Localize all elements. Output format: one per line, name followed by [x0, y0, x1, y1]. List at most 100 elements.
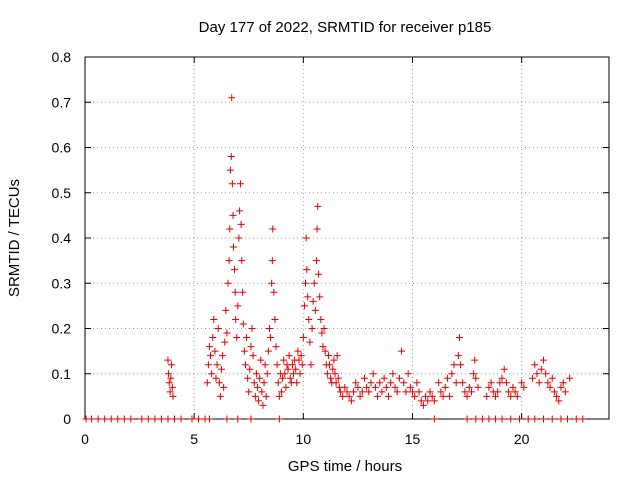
data-point	[177, 415, 185, 423]
x-axis-title: GPS time / hours	[288, 458, 402, 475]
data-point	[247, 343, 255, 351]
data-point	[430, 415, 438, 423]
data-point	[331, 370, 339, 378]
data-point	[281, 370, 289, 378]
data-point	[226, 166, 234, 174]
data-point	[320, 325, 328, 332]
data-point	[306, 338, 314, 346]
data-point	[356, 392, 364, 400]
data-point	[553, 392, 561, 400]
data-point	[457, 361, 465, 369]
data-point	[430, 397, 438, 405]
data-point	[255, 397, 263, 405]
data-point	[459, 379, 467, 387]
data-point	[240, 347, 248, 355]
data-point	[380, 374, 388, 382]
data-point	[232, 315, 240, 323]
data-point	[324, 352, 332, 360]
data-point	[389, 370, 397, 378]
data-point	[395, 374, 403, 382]
y-tick-label: 0.2	[52, 321, 72, 337]
data-point	[404, 370, 412, 378]
data-point	[474, 383, 482, 391]
data-point	[326, 361, 334, 369]
data-point	[350, 388, 358, 396]
data-series	[82, 94, 587, 423]
data-point	[235, 234, 243, 242]
data-point	[542, 370, 550, 378]
data-point	[461, 388, 469, 396]
data-point	[127, 415, 135, 423]
data-point	[471, 356, 479, 364]
axes: 0 0.1 0.2 0.3 0.4 0.5 0.6 0.7 0.8 0 5 10 15 20	[52, 49, 609, 447]
data-point	[491, 415, 499, 423]
data-point	[302, 234, 310, 242]
data-point	[518, 379, 526, 387]
data-point	[279, 374, 287, 382]
data-point	[304, 293, 312, 301]
data-point	[531, 415, 539, 423]
data-point	[228, 94, 236, 102]
data-point	[107, 415, 115, 423]
data-point	[294, 347, 302, 355]
data-point	[540, 356, 547, 364]
data-point	[243, 334, 251, 342]
data-point	[168, 383, 176, 391]
data-point	[463, 415, 471, 423]
data-point	[229, 243, 237, 251]
data-point	[205, 415, 213, 423]
data-point	[215, 379, 223, 387]
data-point	[513, 392, 521, 400]
data-point	[550, 388, 558, 396]
data-point	[376, 379, 384, 387]
data-point	[157, 415, 165, 423]
data-point	[343, 388, 351, 396]
data-point	[441, 383, 449, 391]
data-point	[237, 220, 245, 228]
data-point	[548, 415, 556, 423]
data-point	[313, 225, 321, 233]
data-point	[398, 347, 406, 355]
data-point	[210, 315, 218, 323]
data-point	[533, 370, 541, 378]
data-point	[303, 266, 311, 274]
data-point	[321, 347, 329, 355]
data-point	[339, 392, 347, 400]
data-point	[226, 225, 234, 233]
data-point	[245, 388, 253, 396]
y-tick-label: 0.6	[52, 140, 72, 156]
data-point	[358, 388, 366, 396]
x-tick-label: 20	[514, 431, 530, 447]
data-point	[265, 325, 273, 332]
data-point	[437, 388, 445, 396]
y-tick-label: 0.4	[52, 230, 72, 246]
data-point	[169, 392, 177, 400]
data-point	[261, 361, 269, 369]
data-point	[88, 415, 96, 423]
data-point	[557, 383, 565, 391]
data-point	[211, 347, 219, 355]
data-point	[268, 257, 276, 265]
data-point	[207, 352, 215, 360]
data-point	[214, 325, 222, 332]
data-point	[417, 397, 425, 405]
data-point	[579, 415, 587, 423]
data-point	[413, 379, 421, 387]
data-point	[229, 211, 237, 219]
data-point	[472, 415, 480, 423]
data-point	[463, 392, 471, 400]
data-point	[502, 379, 510, 387]
data-point	[559, 379, 567, 387]
data-point	[478, 415, 486, 423]
data-point	[415, 388, 423, 396]
data-point	[402, 388, 410, 396]
data-point	[151, 415, 159, 423]
data-point	[114, 415, 122, 423]
grid	[85, 57, 609, 419]
data-point	[369, 370, 377, 378]
data-point	[317, 315, 325, 323]
data-point	[231, 266, 239, 274]
data-point	[272, 343, 280, 351]
data-point	[529, 374, 537, 382]
data-point	[327, 374, 335, 382]
